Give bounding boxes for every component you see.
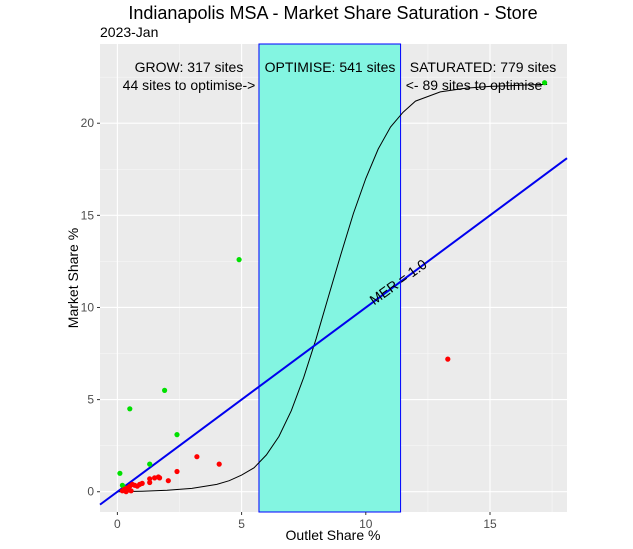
saturated-label: SATURATED: 779 sites: [410, 59, 557, 75]
data-point: [236, 257, 242, 263]
data-point: [139, 480, 145, 486]
mer-line: [99, 157, 568, 506]
y-tick-label: 20: [81, 116, 95, 130]
data-point: [174, 432, 180, 438]
optimise-label: OPTIMISE: 541 sites: [265, 59, 396, 75]
y-tick-label: 10: [81, 300, 95, 314]
chart-subtitle: 2023-Jan: [100, 24, 158, 40]
points: [117, 80, 548, 495]
data-point: [194, 454, 200, 460]
x-axis-title: Outlet Share %: [286, 527, 381, 543]
data-point: [157, 475, 163, 481]
data-point: [542, 80, 548, 86]
data-point: [147, 461, 153, 467]
data-point: [147, 476, 153, 482]
x-tick-label: 0: [114, 517, 121, 531]
data-point: [117, 470, 123, 476]
data-point: [445, 356, 451, 362]
y-tick-label: 0: [87, 485, 94, 499]
optimise-band: [258, 43, 402, 513]
data-point: [162, 387, 168, 393]
x-tick-label: 15: [483, 517, 497, 531]
data-point: [128, 488, 134, 494]
data-point: [216, 461, 222, 467]
x-axis-ticks: 0 5 10 15: [114, 512, 497, 531]
data-point: [127, 406, 133, 412]
y-axis-title: Market Share %: [65, 228, 81, 328]
data-point: [174, 468, 180, 475]
data-point: [165, 478, 171, 484]
chart-title: Indianapolis MSA - Market Share Saturati…: [128, 3, 537, 23]
data-point: [147, 479, 153, 486]
s-curve: [117, 84, 548, 493]
data-point: [119, 482, 125, 488]
grow-label: GROW: 317 sites: [135, 59, 244, 75]
y-tick-label: 5: [87, 393, 94, 407]
x-tick-label: 10: [359, 517, 373, 531]
saturated-sub-label: <- 89 sites to optimise: [406, 77, 543, 93]
x-tick-label: 5: [238, 517, 245, 531]
y-tick-label: 15: [81, 208, 95, 222]
grow-sub-label: 44 sites to optimise->: [123, 77, 256, 93]
y-axis-ticks: 0 5 10 15 20: [81, 116, 100, 499]
